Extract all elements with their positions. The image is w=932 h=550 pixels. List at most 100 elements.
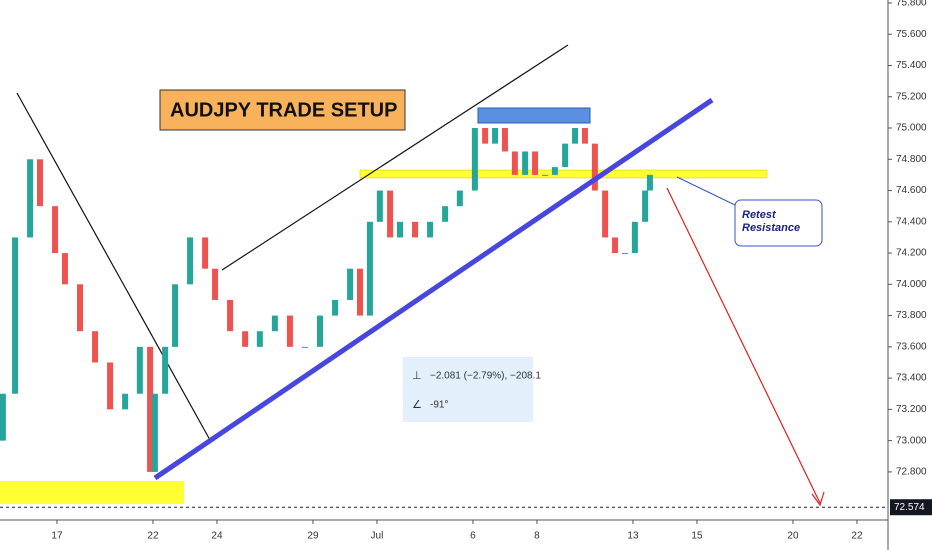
candle <box>501 128 508 152</box>
x-tick-label: Jul <box>371 531 384 542</box>
x-tick-label: 8 <box>534 531 540 542</box>
x-tick-label: 17 <box>51 531 63 542</box>
last-price-label: 72.574 <box>894 502 925 513</box>
y-tick-label: 73.600 <box>896 341 927 352</box>
candle <box>631 221 638 254</box>
candle <box>492 128 499 144</box>
candle <box>27 159 34 238</box>
y-tick-label: 75.000 <box>896 123 927 134</box>
candle <box>612 237 619 254</box>
candle <box>162 346 169 394</box>
x-tick-label: 20 <box>787 531 799 542</box>
y-tick-label: 75.600 <box>896 29 927 40</box>
candle <box>532 151 539 175</box>
y-tick-label: 75.800 <box>896 0 927 9</box>
trend-line <box>221 44 569 271</box>
trend-line <box>153 97 714 481</box>
candle <box>52 206 59 254</box>
y-tick-label: 74.800 <box>896 154 927 165</box>
candle <box>151 393 158 472</box>
y-tick-label: 74.200 <box>896 248 927 259</box>
candle <box>376 190 383 222</box>
candle <box>412 221 419 238</box>
candle <box>471 128 478 191</box>
candle <box>202 237 209 269</box>
candle <box>366 221 373 316</box>
candle <box>286 315 293 347</box>
candle <box>482 128 489 144</box>
candle <box>456 190 463 207</box>
y-tick-label: 73.000 <box>896 435 927 446</box>
resistance-zone <box>359 169 768 179</box>
candle <box>147 346 154 472</box>
candle <box>581 128 588 144</box>
title-box <box>159 89 406 131</box>
measure-change: −2.081 (−2.79%), −208.1 <box>430 371 541 382</box>
y-tick-label: 75.400 <box>896 60 927 71</box>
candle <box>551 167 558 175</box>
candle <box>572 128 579 144</box>
y-tick-label: 74.600 <box>896 185 927 196</box>
measure-angle: -91° <box>430 400 448 411</box>
y-tick-label: 74.000 <box>896 279 927 290</box>
candle <box>642 190 649 222</box>
callout-box <box>734 199 823 247</box>
y-tick-label: 75.200 <box>896 91 927 102</box>
candle <box>212 268 219 300</box>
candle <box>77 284 83 332</box>
candle <box>271 315 278 332</box>
candle <box>37 159 43 207</box>
candle <box>107 362 114 410</box>
measure-icon: ∠ <box>412 399 422 411</box>
candle <box>427 221 434 238</box>
measure-box <box>403 357 533 422</box>
candle <box>602 190 609 238</box>
support-zone <box>0 481 184 504</box>
candle <box>256 331 263 347</box>
candle <box>122 393 129 410</box>
candle <box>397 221 403 238</box>
candle <box>172 284 179 347</box>
candle <box>61 253 68 285</box>
candle <box>591 143 598 191</box>
x-tick-label: 29 <box>307 531 319 542</box>
candle <box>12 237 19 394</box>
y-tick-label: 73.800 <box>896 310 927 321</box>
candle <box>317 315 323 347</box>
candle <box>562 143 569 168</box>
y-tick-label: 73.400 <box>896 373 927 384</box>
x-tick-label: 15 <box>691 531 703 542</box>
x-tick-label: 24 <box>211 531 223 542</box>
candle <box>511 151 518 175</box>
candle <box>0 393 6 441</box>
y-tick-label: 73.200 <box>896 404 927 415</box>
arrow <box>666 187 821 504</box>
candle <box>227 299 234 332</box>
candle <box>621 253 628 255</box>
last-price-tag <box>890 499 932 516</box>
x-tick-label: 13 <box>627 531 639 542</box>
x-tick-label: 22 <box>851 531 863 542</box>
trend-line <box>16 92 211 441</box>
candle <box>242 331 249 347</box>
candle <box>301 346 308 348</box>
candle <box>357 268 363 316</box>
measure-icon: ⊥ <box>412 370 422 382</box>
candle <box>92 331 99 363</box>
y-tick-label: 74.400 <box>896 216 927 227</box>
chart-title: AUDJPY TRADE SETUP <box>170 99 397 121</box>
y-tick-label: 72.800 <box>896 467 927 478</box>
candle <box>136 346 143 394</box>
candle <box>646 174 653 191</box>
candle <box>347 268 354 300</box>
candle <box>442 206 449 222</box>
x-tick-label: 6 <box>470 531 476 542</box>
top-zone <box>477 107 591 124</box>
arrow-head <box>811 491 825 507</box>
candle <box>522 151 529 175</box>
callout-text: Retest Resistance <box>742 209 800 234</box>
candle <box>332 299 339 316</box>
callout-pointer <box>676 176 736 206</box>
x-tick-label: 22 <box>147 531 159 542</box>
